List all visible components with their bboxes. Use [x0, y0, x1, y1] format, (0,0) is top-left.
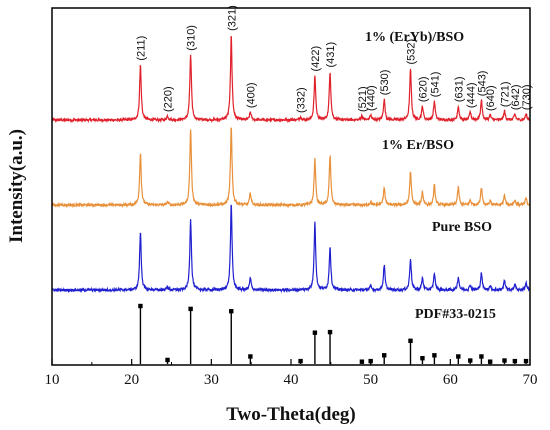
x-tick-label: 60 [443, 372, 458, 388]
hkl-label: (220) [163, 86, 175, 112]
x-tick-label: 10 [45, 372, 60, 388]
hkl-label: (532) [406, 39, 418, 65]
reference-stick-marker [408, 338, 413, 343]
reference-stick-marker [468, 358, 473, 363]
reference-stick-marker [359, 359, 365, 364]
hkl-label: (400) [245, 82, 257, 108]
hkl-label: (620) [417, 76, 429, 102]
reference-stick-marker [138, 303, 143, 309]
series-line-1-er-bso [51, 127, 531, 209]
reference-stick-marker [188, 306, 193, 312]
x-tick-label: 70 [523, 372, 538, 388]
series-label-1-eryb-bso: 1% (ErYb)/BSO [365, 30, 464, 45]
reference-stick-marker [229, 309, 234, 314]
traces [51, 35, 531, 294]
reference-stick-marker [512, 358, 518, 364]
hkl-label: (444) [465, 82, 477, 108]
x-tick-label: 50 [363, 372, 378, 388]
hkl-label: (543) [476, 71, 488, 97]
series-label-pure-bso: Pure BSO [432, 220, 492, 235]
reference-sticks [138, 303, 529, 364]
reference-stick-marker [456, 354, 461, 359]
reference-stick-marker [479, 354, 484, 359]
reference-stick-marker [502, 358, 507, 363]
hkl-label: (422) [310, 46, 322, 72]
hkl-labels: (211) (220) (310) (321) (400) (332) (422) (431)… [135, 5, 533, 113]
reference-stick-marker [432, 353, 437, 358]
series-label-pdf-33-0215: PDF#33-0215 [415, 307, 496, 322]
x-ticks: 10 20 30 40 50 60 70 [45, 359, 538, 388]
series-line-pure-bso [51, 204, 531, 294]
x-axis-title: Two-Theta(deg) [226, 404, 355, 425]
hkl-label: (631) [453, 76, 465, 102]
hkl-label: (541) [429, 72, 441, 98]
series-line-1-eryb-bso [51, 35, 531, 124]
hkl-label: (521) [357, 86, 369, 112]
reference-stick-marker [487, 359, 493, 364]
x-tick-label: 20 [124, 372, 139, 388]
reference-stick-marker [420, 356, 425, 361]
hkl-label: (730) [521, 84, 533, 110]
y-axis-title: Intensity(a.u.) [6, 129, 27, 243]
hkl-label: (642) [510, 84, 522, 110]
hkl-label: (321) [226, 5, 238, 31]
x-tick-label: 30 [204, 372, 219, 388]
hkl-label: (211) [135, 36, 147, 61]
hkl-label: (440) [366, 85, 378, 111]
reference-stick-marker [165, 357, 170, 363]
reference-stick-marker [312, 330, 318, 335]
x-tick-label: 40 [284, 372, 299, 388]
reference-stick-marker [248, 354, 253, 359]
hkl-label: (721) [500, 81, 512, 107]
hkl-label: (431) [325, 42, 337, 68]
reference-stick-marker [298, 358, 303, 364]
reference-stick-marker [327, 329, 333, 335]
series-label-1-er-bso: 1% Er/BSO [382, 138, 454, 153]
reference-stick-marker [523, 358, 529, 364]
hkl-label: (332) [296, 87, 308, 113]
hkl-label: (530) [379, 70, 391, 96]
series-labels: 1% (ErYb)/BSO 1% Er/BSO Pure BSO PDF#33-021… [365, 30, 496, 322]
hkl-label: (310) [186, 25, 198, 51]
reference-stick-marker [382, 353, 387, 358]
hkl-label: (640) [485, 85, 497, 111]
